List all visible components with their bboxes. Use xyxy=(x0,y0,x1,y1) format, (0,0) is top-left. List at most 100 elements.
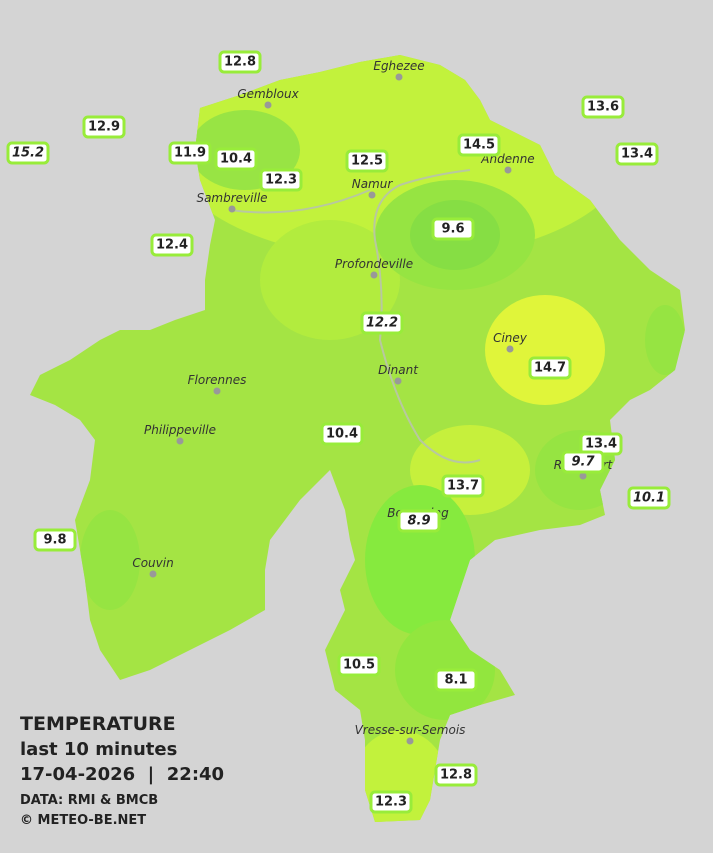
station-box xyxy=(218,50,262,74)
station-box xyxy=(360,311,404,335)
city-label: Profondeville xyxy=(335,257,413,271)
station-value: 12.9 xyxy=(88,120,120,135)
station-box xyxy=(6,141,50,165)
station: 14.7 xyxy=(528,356,572,380)
station-box xyxy=(397,509,441,533)
station-box xyxy=(627,486,671,510)
station-value: 12.8 xyxy=(440,768,472,783)
station-value: 9.8 xyxy=(43,533,66,548)
city-dot xyxy=(176,437,184,445)
station-box xyxy=(457,133,501,157)
river xyxy=(373,169,481,464)
station-box xyxy=(150,233,194,257)
station-value: 10.4 xyxy=(220,152,252,167)
station-box xyxy=(528,356,572,380)
station: 13.4 xyxy=(615,142,659,166)
station-value: 13.6 xyxy=(587,100,619,115)
station-value: 13.4 xyxy=(621,147,653,162)
city-dot xyxy=(394,377,402,385)
station: 12.5 xyxy=(345,149,389,173)
city-dot xyxy=(228,205,236,213)
city-label: Vresse-sur-Semois xyxy=(355,723,466,737)
station: 15.2 xyxy=(6,141,50,165)
station-value: 10.5 xyxy=(343,658,375,673)
station: 12.4 xyxy=(150,233,194,257)
station-value: 12.3 xyxy=(375,795,407,810)
city-dot xyxy=(213,387,221,395)
station: 9.6 xyxy=(431,217,475,241)
city-label: Namur xyxy=(352,177,394,191)
station-box xyxy=(581,95,625,119)
station: 10.5 xyxy=(337,653,381,677)
legend: TEMPERATURE last 10 minutes 17-04-2026 |… xyxy=(20,713,224,828)
station-box xyxy=(441,474,485,498)
station: 12.8 xyxy=(218,50,262,74)
legend-source: DATA: RMI & BMCB xyxy=(20,793,158,808)
city-label: Eghezee xyxy=(373,59,424,73)
station-value: 9.6 xyxy=(441,222,464,237)
station: 9.7 xyxy=(561,450,605,474)
station-value: 12.8 xyxy=(224,55,256,70)
city-label: Dinant xyxy=(378,363,419,377)
station-value: 9.7 xyxy=(571,455,595,470)
city-label: Philippeville xyxy=(144,423,216,437)
city-label: Florennes xyxy=(188,373,247,387)
city-dot xyxy=(370,271,378,279)
station-box xyxy=(337,653,381,677)
city-dot xyxy=(579,472,587,480)
station: 9.8 xyxy=(33,528,77,552)
legend-period: last 10 minutes xyxy=(20,739,177,760)
city-label: Sambreville xyxy=(196,191,267,205)
station: 10.4 xyxy=(214,147,258,171)
city-dot xyxy=(504,166,512,174)
station-value: 14.7 xyxy=(534,361,566,376)
station: 12.9 xyxy=(82,115,126,139)
station: 12.8 xyxy=(434,763,478,787)
station: 10.4 xyxy=(320,422,364,446)
station-box xyxy=(369,790,413,814)
station: 12.3 xyxy=(259,168,303,192)
river xyxy=(229,189,371,214)
station-box xyxy=(434,763,478,787)
station: 13.6 xyxy=(581,95,625,119)
city-dot xyxy=(506,345,514,353)
station: 13.4 xyxy=(579,432,623,456)
city-dot xyxy=(149,570,157,578)
station-box xyxy=(615,142,659,166)
city-label: Ciney xyxy=(493,331,528,345)
station: 8.9 xyxy=(397,509,441,533)
station-box xyxy=(214,147,258,171)
station-value: 13.4 xyxy=(585,437,617,452)
city-dot xyxy=(406,737,414,745)
legend-datetime: 17-04-2026 | 22:40 xyxy=(20,764,224,785)
legend-title: TEMPERATURE xyxy=(20,713,176,735)
station-box xyxy=(320,422,364,446)
station-value: 10.4 xyxy=(326,427,358,442)
city-label: Couvin xyxy=(132,556,173,570)
station-box xyxy=(345,149,389,173)
station-value: 11.9 xyxy=(174,146,206,161)
station-box xyxy=(434,668,478,692)
station-value: 15.2 xyxy=(12,146,44,161)
station-value: 8.1 xyxy=(444,673,467,688)
station-box xyxy=(561,450,605,474)
station-value: 12.4 xyxy=(156,238,188,253)
station: 13.7 xyxy=(441,474,485,498)
station: 14.5 xyxy=(457,133,501,157)
station: 12.2 xyxy=(360,311,404,335)
station: 10.1 xyxy=(627,486,671,510)
station-value: 14.5 xyxy=(463,138,495,153)
station: 12.3 xyxy=(369,790,413,814)
station: 8.1 xyxy=(434,668,478,692)
station: 11.9 xyxy=(168,141,212,165)
station-value: 12.2 xyxy=(366,316,398,331)
station-box xyxy=(82,115,126,139)
station-box xyxy=(431,217,475,241)
station-box xyxy=(33,528,77,552)
station-value: 13.7 xyxy=(447,479,479,494)
city-dot xyxy=(395,73,403,81)
station-box xyxy=(259,168,303,192)
city-dot xyxy=(264,101,272,109)
city-label: Gembloux xyxy=(237,87,299,101)
